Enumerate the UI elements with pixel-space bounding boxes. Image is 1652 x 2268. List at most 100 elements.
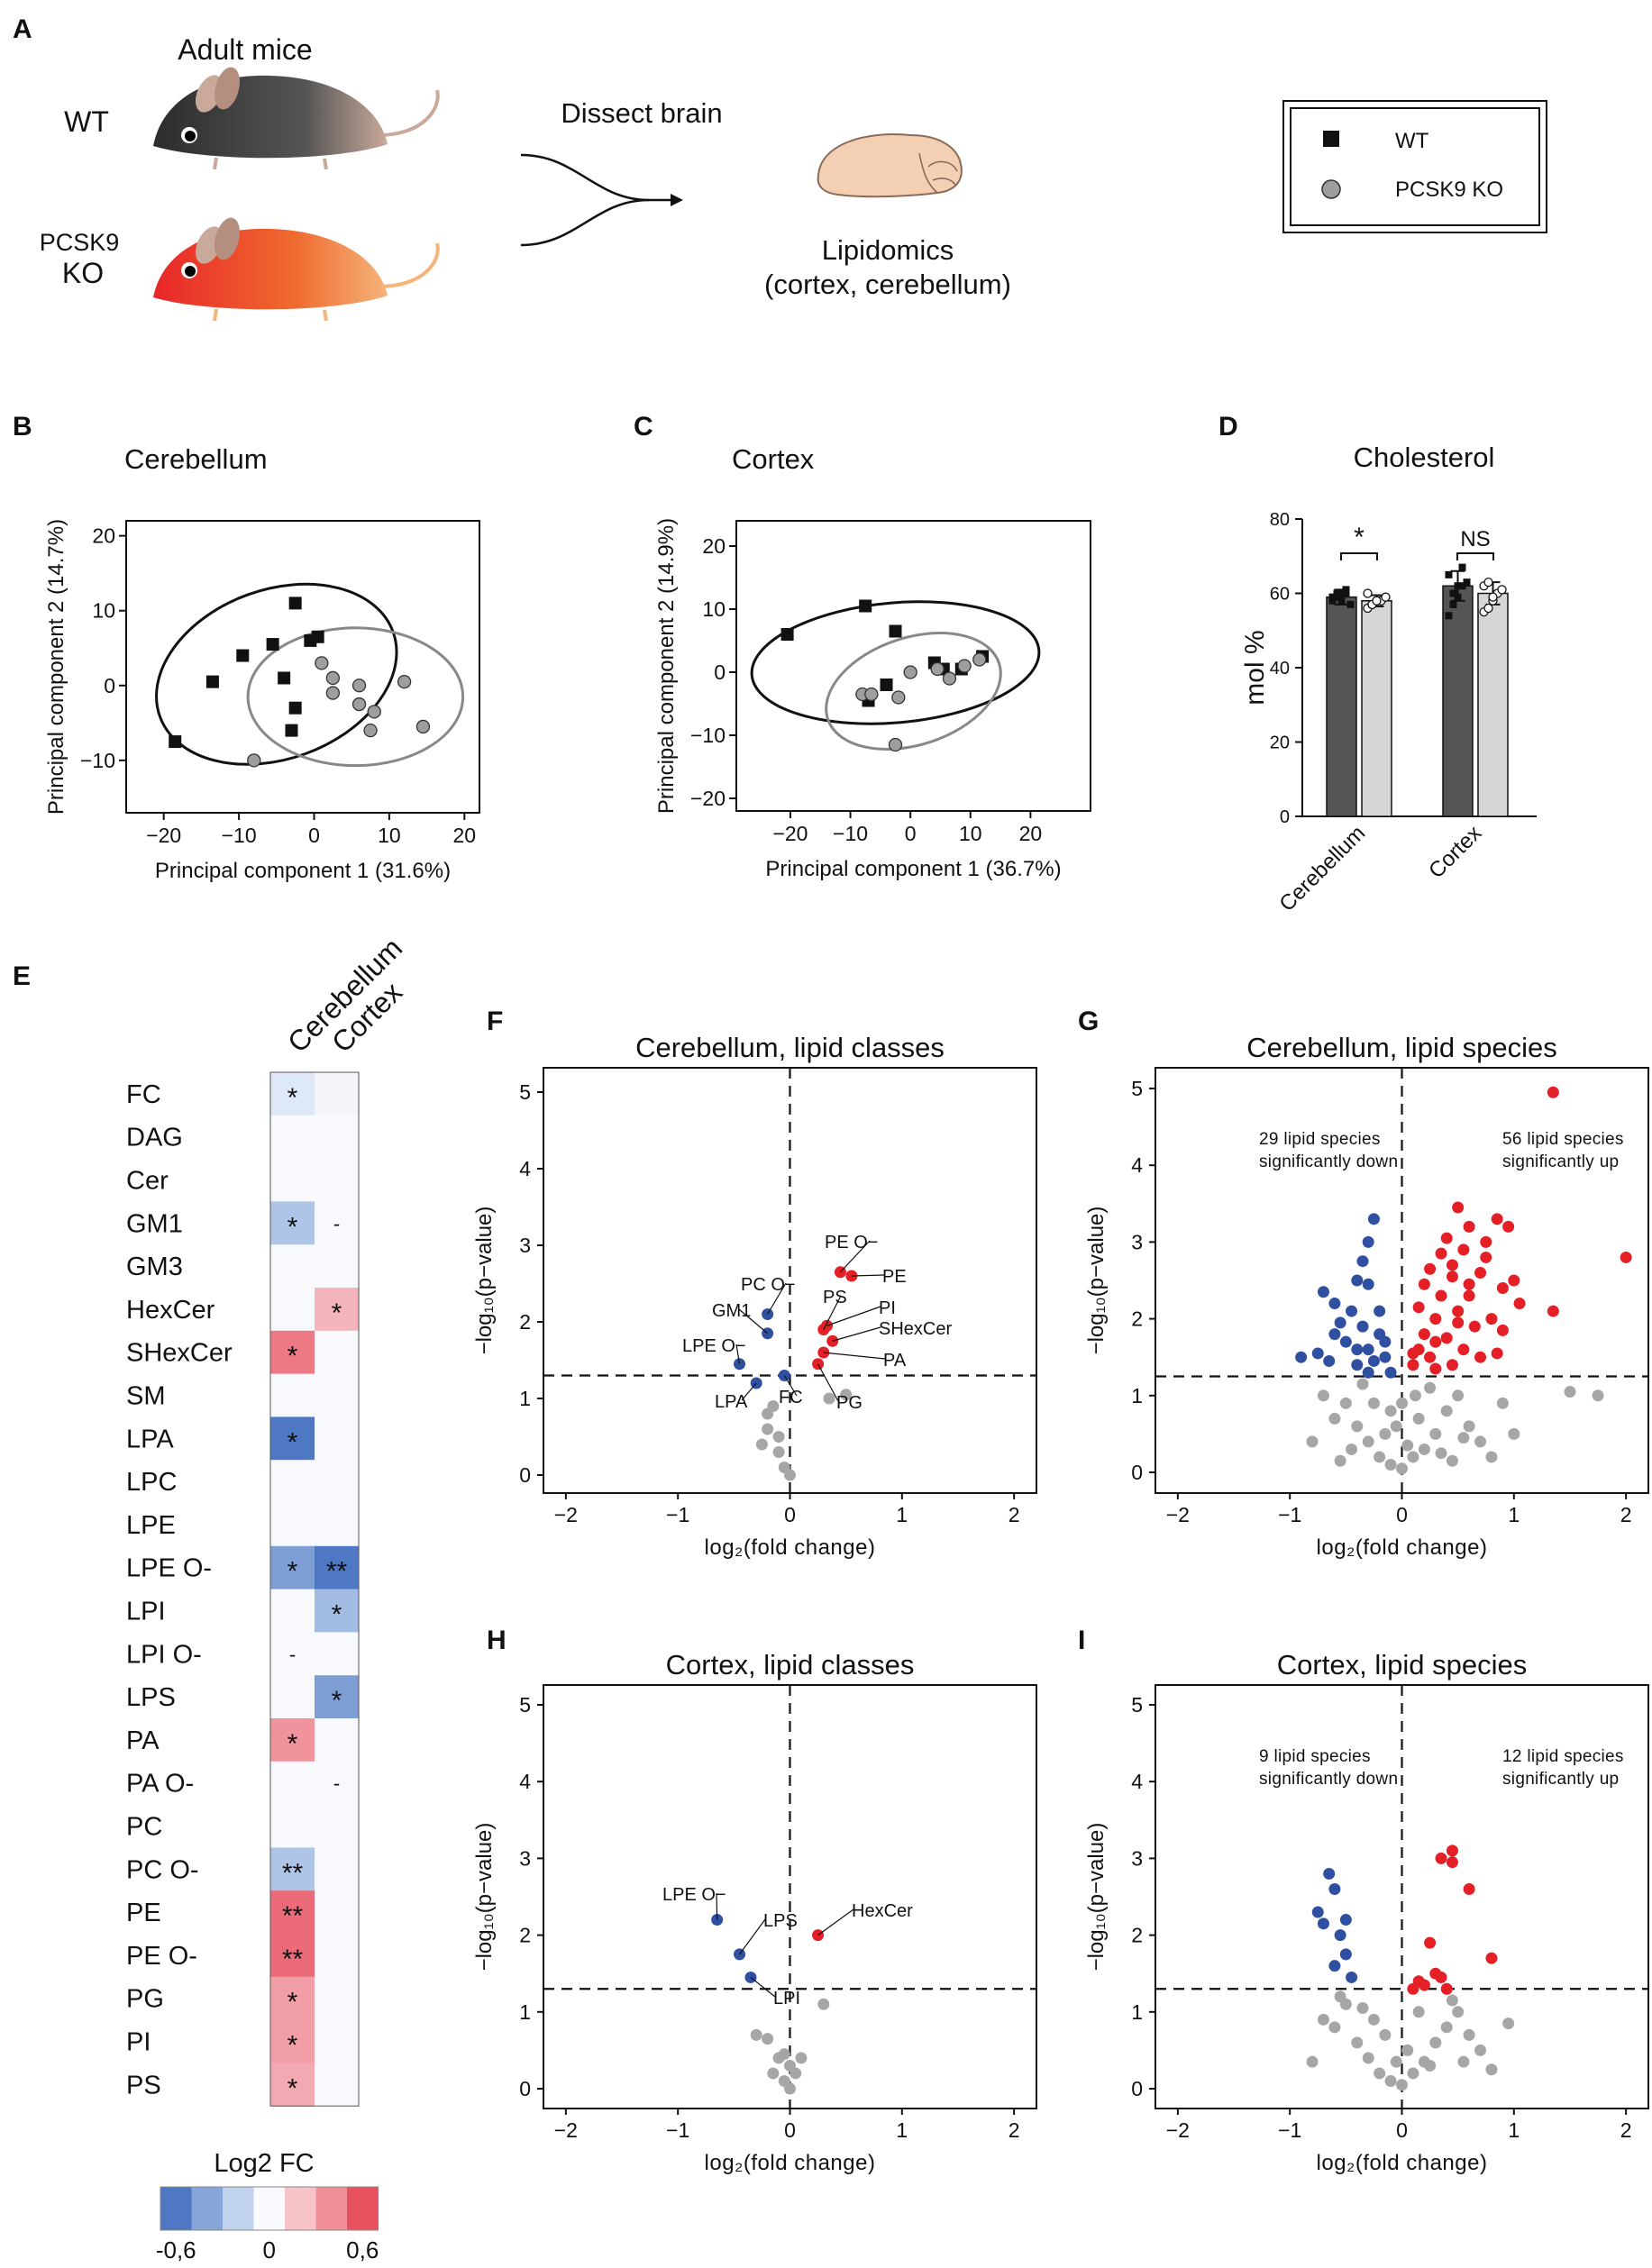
ko-point (397, 674, 412, 689)
point-label-leader (739, 1918, 766, 1955)
heatmap-cell (315, 1804, 360, 1848)
not-significant-point (1412, 2006, 1425, 2018)
legend-wt-marker (1323, 131, 1339, 147)
ko-replicate-point (1483, 603, 1493, 614)
row-label: LPS (126, 1683, 176, 1712)
significance-mark: * (288, 1729, 298, 1759)
not-significant-point (1440, 1405, 1453, 1417)
heatmap-cell (315, 1115, 360, 1160)
plot-frame (125, 520, 480, 814)
heatmap-cell (315, 1718, 360, 1762)
significance-mark: * (332, 1298, 342, 1328)
not-significant-point (1317, 1389, 1329, 1402)
heatmap-cell (315, 1503, 360, 1547)
chart-title: Cholesterol (1354, 442, 1495, 473)
merge-arrow (520, 153, 683, 247)
not-significant-point (762, 1407, 774, 1420)
significant-down-point (1362, 1343, 1374, 1356)
not-significant-point (1334, 1454, 1346, 1467)
y-tick-label: 3 (519, 1234, 531, 1257)
not-significant-point (772, 1446, 785, 1458)
wt-point (889, 624, 902, 638)
ko-point (351, 679, 367, 693)
x-tick-label: −2 (554, 2118, 578, 2142)
significant-down-point (1346, 1305, 1358, 1317)
colorbar-swatch (160, 2187, 192, 2230)
point-label-leader (832, 1326, 881, 1342)
significance-mark: * (332, 1600, 342, 1630)
legend-ko-marker (1321, 179, 1341, 199)
panel-label-f: F (487, 1006, 503, 1036)
y-tick-label: 0 (519, 1463, 531, 1487)
row-label: LPI (126, 1598, 166, 1626)
wt-point (288, 701, 302, 715)
significant-down-point (1356, 1255, 1369, 1268)
heatmap-cell (315, 1890, 360, 1935)
significant-down-point (1295, 1351, 1308, 1363)
y-tick-label: 0 (104, 674, 115, 697)
colorbar-frame (160, 2186, 379, 2231)
not-significant-point (1384, 1405, 1397, 1417)
not-significant-point (772, 1431, 785, 1443)
not-significant-point (1374, 2067, 1386, 2080)
significant-up-point (1435, 1247, 1447, 1260)
row-label: PG (126, 1985, 164, 2014)
wt-replicate-point (1458, 563, 1466, 571)
chart-title: Cortex, lipid species (1277, 1649, 1527, 1681)
not-significant-point (1412, 1412, 1425, 1425)
y-tick-label: 4 (1131, 1770, 1143, 1793)
significant-up-point (1452, 1316, 1465, 1329)
not-significant-point (1396, 2079, 1408, 2091)
significant-up-point (1440, 1332, 1453, 1344)
not-significant-point (823, 1392, 835, 1405)
volcano-cortex-classes: Cortex, lipid classes −2 −1 0 1 2 0 1 2 3 4 5 log₂(f… (472, 1649, 1037, 2175)
significant-up-point (1446, 1259, 1458, 1271)
heatmap-cell (270, 1847, 315, 1891)
wt-point (236, 649, 250, 662)
not-significant-point (1396, 1397, 1408, 1409)
colorbar-swatch (223, 2187, 254, 2230)
wt-bar (1442, 585, 1474, 817)
x-axis-label: log₂(fold change) (705, 1535, 876, 1560)
heatmap-cell (315, 1330, 360, 1375)
significant-up-point (1496, 1282, 1509, 1295)
confidence-ellipse-ko (825, 632, 1002, 751)
point-label: GM1 (712, 1301, 751, 1321)
significant-down-point (1328, 1882, 1341, 1895)
significant-down-point (1311, 1906, 1324, 1918)
x-tick-label: −1 (1278, 2118, 1301, 2142)
heatmap-cell (315, 1976, 360, 2021)
significant-up-point (1446, 1844, 1458, 1857)
not-significant-point (1356, 2002, 1369, 2015)
row-label: PA O- (126, 1770, 194, 1799)
point-label: LPI (773, 1989, 800, 2008)
significant-down-point (1339, 1914, 1352, 1926)
point-label-leader (783, 1375, 798, 1397)
not-significant-point (1452, 1389, 1465, 1402)
x-tick-label: 1 (1508, 1503, 1520, 1526)
heatmap-cell (270, 1976, 315, 2021)
significance-mark: ** (282, 1901, 304, 1931)
x-axis-label: Principal component 1 (31.6%) (155, 859, 451, 883)
significant-up-point (1547, 1305, 1559, 1317)
ko-replicate-point (1363, 588, 1373, 598)
significant-up-point (1474, 1266, 1487, 1279)
heatmap-cell (270, 1890, 315, 1935)
significant-up-point (1457, 1343, 1470, 1356)
point-label: PA (883, 1351, 907, 1371)
y-tick-label: 3 (1131, 1846, 1143, 1870)
significant-down-point (1311, 1347, 1324, 1360)
x-tick-label: 1 (1508, 2118, 1520, 2142)
row-label: PE O- (126, 1942, 197, 1971)
y-tick-label: 5 (1131, 1077, 1143, 1100)
significant-up-point (1463, 1278, 1475, 1290)
not-significant-point (1508, 1427, 1520, 1440)
not-significant-point (840, 1389, 853, 1401)
significant-down-point (1346, 1971, 1358, 1983)
y-tick-label: 3 (519, 1846, 531, 1870)
row-label: LPE O- (126, 1554, 212, 1583)
confidence-ellipse-wt (155, 582, 398, 766)
not-significant-point (1409, 1389, 1421, 1402)
colorbar-swatch (285, 2187, 316, 2230)
significant-up-point (1407, 1982, 1419, 1995)
